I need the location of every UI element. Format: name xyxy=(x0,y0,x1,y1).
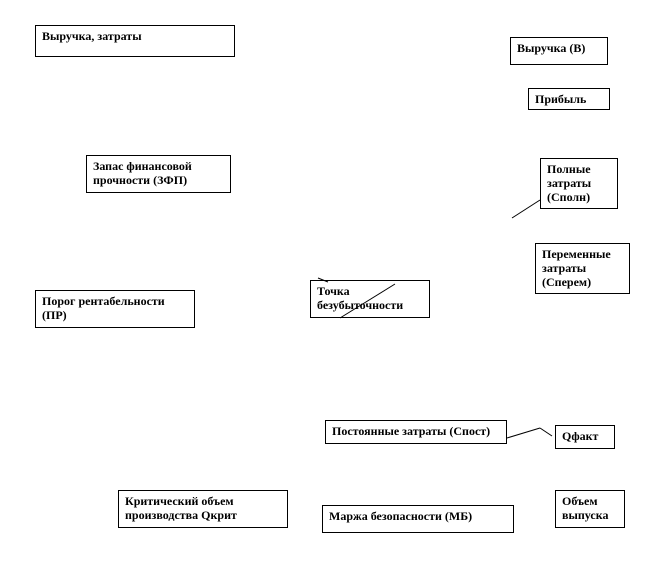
q-fact-box: Qфакт xyxy=(555,425,615,449)
variable-costs-box: Переменные затраты (Сперем) xyxy=(535,243,630,294)
profit-box: Прибыль xyxy=(528,88,610,110)
x-axis-label: Объем выпуска xyxy=(555,490,625,528)
break-even-point-box: Точка безубыточности xyxy=(310,280,430,318)
full-costs-box: Полные затраты (Сполн) xyxy=(540,158,618,209)
break-even-diagram: Выручка, затраты Выручка (В) Прибыль Зап… xyxy=(0,0,650,588)
revenue-box: Выручка (В) xyxy=(510,37,608,65)
y-axis-label: Выручка, затраты xyxy=(35,25,235,57)
financial-safety-margin-box: Запас финансовой прочности (ЗФП) xyxy=(86,155,231,193)
critical-volume-box: Критический объем производства Qкрит xyxy=(118,490,288,528)
safety-margin-box: Маржа безопасности (МБ) xyxy=(322,505,514,533)
fixed-costs-box: Постоянные затраты (Спост) xyxy=(325,420,507,444)
profitability-threshold-box: Порог рентабельности (ПР) xyxy=(35,290,195,328)
